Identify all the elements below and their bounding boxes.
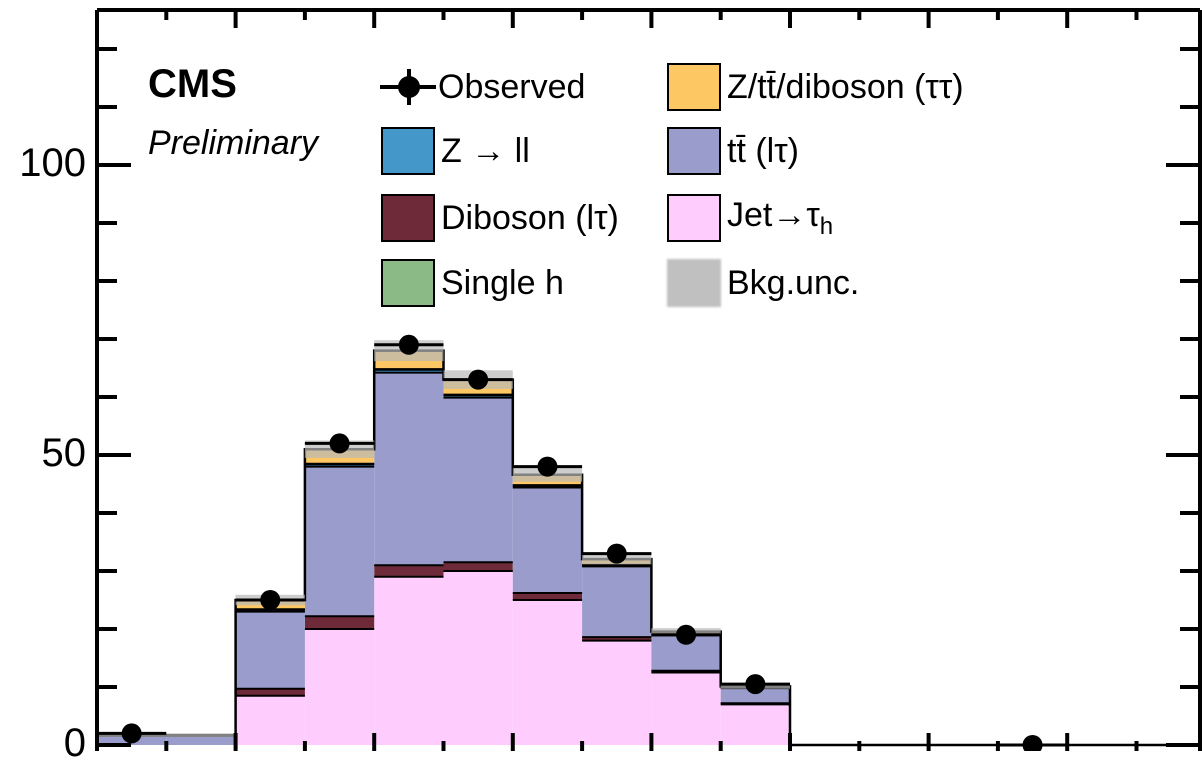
y-tick-label: 0 [64,721,86,766]
status-label: Preliminary [148,124,318,163]
observed-point [1023,735,1043,751]
bar-ttbar [305,467,374,617]
jet-to-tau-swatch-icon [667,194,721,242]
bar-jet_to_tau [721,704,790,745]
legend-bkg-unc: Bkg.unc. [667,257,859,309]
bkg-unc-band [166,733,235,736]
observed-point [260,590,280,610]
bkg-unc-swatch-icon [667,259,721,307]
bar-ttbar [236,612,305,689]
legend-diboson: Diboson (lτ) [381,192,619,244]
bar-ttbar [374,373,443,566]
observed-point [122,723,142,743]
y-tick-label: 100 [19,141,86,186]
bar-ttbar [582,566,651,637]
observed-point [745,674,765,694]
observed-point [468,370,488,390]
zll-swatch-icon [381,127,435,175]
bar-jet_to_tau [444,571,513,745]
observed-point [607,544,627,564]
legend-label: Z → ll [441,132,530,171]
bar-jet_to_tau [582,641,651,745]
bar-diboson [444,562,513,571]
stacked-bars [97,351,1202,745]
bar-ttbar [513,487,582,593]
legend-jet-to-tau: Jet→τh [667,192,833,244]
legend-label: Z/tt̄/diboson (ττ) [727,68,964,107]
observed-point [676,625,696,645]
diboson-swatch-icon [381,194,435,242]
bar-diboson [374,565,443,577]
bar-jet_to_tau [305,629,374,745]
single-h-swatch-icon [381,259,435,307]
legend-label: Jet→τh [727,196,833,241]
bar-diboson [513,593,582,600]
legend-label: Single h [441,264,564,303]
y-tick-label: 50 [42,431,87,476]
legend-ttbar: tt̄ (lτ) [667,125,799,177]
legend-observed: Observed [378,61,585,113]
ttbar-swatch-icon [667,127,721,175]
observed-point [399,335,419,355]
bar-jet_to_tau [513,600,582,745]
legend-ztt-diboson: Z/tt̄/diboson (ττ) [667,61,964,113]
legend-label: Observed [438,68,585,107]
ztt-diboson-swatch-icon [667,63,721,111]
bar-ttbar [166,736,235,745]
bar-diboson [305,616,374,629]
bar-jet_to_tau [236,696,305,745]
bar-jet_to_tau [651,673,720,746]
legend-label: Bkg.unc. [727,264,859,303]
bar-jet_to_tau [374,577,443,745]
observed-marker-icon [378,63,438,111]
bar-diboson [236,689,305,696]
legend-label: Diboson (lτ) [441,199,619,238]
legend-label: tt̄ (lτ) [727,132,799,171]
observed-point [330,433,350,453]
legend-single-h: Single h [381,257,564,309]
bar-ttbar [444,398,513,563]
legend-zll: Z → ll [381,125,530,177]
observed-point [537,457,557,477]
experiment-label: CMS [148,62,237,107]
